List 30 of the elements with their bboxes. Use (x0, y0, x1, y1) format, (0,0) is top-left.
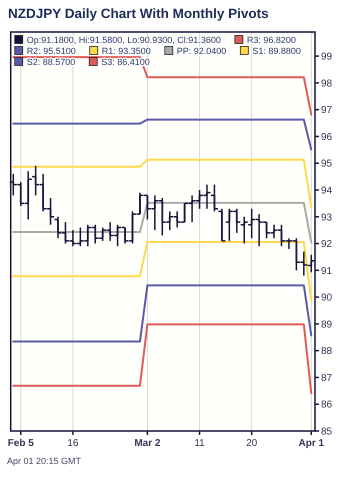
legend-label: S2: 88.5700 (26, 57, 76, 68)
y-tick-label: 92 (321, 239, 333, 250)
y-tick-label: 86 (321, 400, 333, 411)
x-tick-label: 20 (246, 438, 258, 449)
y-tick-label: 85 (321, 426, 333, 438)
x-tick-label: Feb 5 (8, 438, 34, 449)
y-tick-label: 96 (321, 132, 333, 143)
chart-title: NZDJPY Daily Chart With Monthly Pivots (8, 6, 269, 21)
x-tick-label: Apr 1 (298, 438, 324, 449)
y-tick-label: 95 (321, 158, 333, 170)
x-tick-label: Mar 2 (134, 438, 161, 449)
y-tick-label: 98 (321, 78, 333, 90)
legend-label: R1: 93.3500 (102, 46, 151, 56)
text: Apr 01 20:15 GMT (7, 456, 82, 466)
legend-label: R3: 96.8200 (246, 35, 296, 46)
legend-label: PP: 92.0400 (176, 46, 226, 56)
legend-label: Op:91.1800, Hi:91.5800, Lo:90.9300, Cl:91.3600 (26, 35, 221, 46)
y-tick-label: 97 (321, 105, 333, 116)
y-tick-label: 89 (321, 319, 333, 330)
x-tick-label: 11 (194, 438, 206, 449)
y-tick-label: 99 (321, 52, 333, 63)
y-tick-label: 90 (321, 292, 333, 304)
y-tick-label: 93 (321, 212, 333, 224)
y-tick-label: 91 (321, 266, 333, 277)
legend-label: S1: 89.8800 (252, 46, 301, 56)
x-tick-label: 16 (67, 438, 79, 449)
legend-label: R2: 95.5100 (26, 46, 76, 56)
y-tick-label: 87 (321, 372, 333, 384)
y-tick-label: 88 (321, 346, 333, 358)
y-tick-label: 94 (321, 185, 333, 196)
